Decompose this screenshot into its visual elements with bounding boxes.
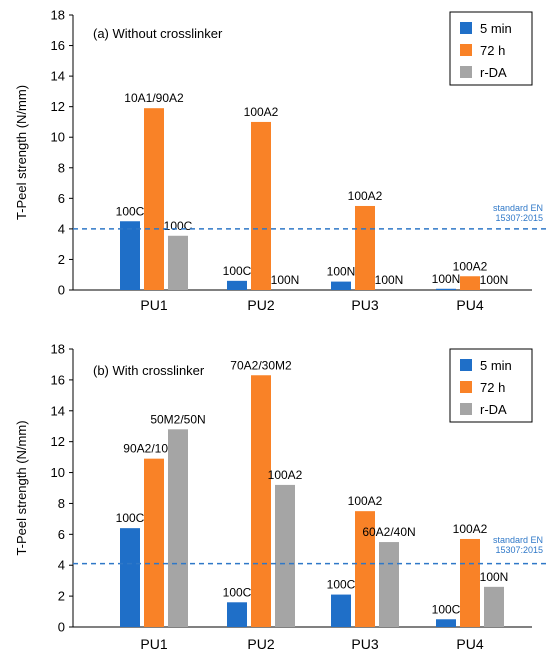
data-label: 100N bbox=[480, 273, 509, 287]
x-tick-label: PU1 bbox=[140, 297, 167, 313]
x-tick-label: PU3 bbox=[351, 297, 378, 313]
bar-72-h-pu4 bbox=[460, 538, 480, 627]
standard-label: 15307:2015 bbox=[495, 545, 543, 555]
legend-label: 5 min bbox=[480, 358, 512, 373]
bar-r-da-pu1 bbox=[168, 235, 188, 290]
bar-5-min-pu1 bbox=[120, 528, 140, 627]
legend-label: r-DA bbox=[480, 402, 507, 417]
data-label: 100A2 bbox=[348, 494, 383, 508]
legend-label: 5 min bbox=[480, 21, 512, 36]
y-tick-label: 6 bbox=[58, 527, 65, 542]
standard-label: standard EN bbox=[493, 535, 543, 545]
legend: 5 min 72 h r-DA bbox=[449, 11, 533, 86]
y-tick-label: 8 bbox=[58, 496, 65, 511]
bar-5-min-pu2 bbox=[227, 280, 247, 290]
panel-title: (b) With crosslinker bbox=[93, 363, 205, 378]
x-tick-label: PU2 bbox=[247, 636, 274, 652]
bar-5-min-pu4 bbox=[436, 288, 456, 290]
data-label: 100C bbox=[116, 204, 145, 218]
y-tick-label: 16 bbox=[51, 38, 65, 53]
legend-swatch bbox=[460, 359, 472, 371]
y-tick-label: 4 bbox=[58, 221, 65, 236]
y-tick-label: 18 bbox=[51, 8, 65, 23]
data-label: 100A2 bbox=[348, 189, 383, 203]
y-tick-label: 12 bbox=[51, 99, 65, 114]
bar-72-h-pu2 bbox=[251, 375, 271, 627]
x-tick-label: PU2 bbox=[247, 297, 274, 313]
data-label: 100A2 bbox=[453, 259, 488, 273]
chart-panel-a: 0 2 4 6 8 10 12 14 16 18 T-Peel strength (N/mm) (a)… bbox=[14, 8, 548, 313]
y-tick-label: 10 bbox=[51, 465, 65, 480]
y-tick-label: 14 bbox=[51, 403, 65, 418]
data-label: 100A2 bbox=[453, 522, 488, 536]
data-label: 100N bbox=[327, 265, 356, 279]
data-label: 100N bbox=[271, 273, 300, 287]
data-label: 60A2/40N bbox=[362, 525, 415, 539]
y-tick-label: 2 bbox=[58, 252, 65, 267]
legend-swatch bbox=[460, 403, 472, 415]
bar-72-h-pu3 bbox=[355, 511, 375, 627]
data-label: 100C bbox=[432, 602, 461, 616]
data-label: 100C bbox=[223, 585, 252, 599]
bar-5-min-pu1 bbox=[120, 221, 140, 290]
bar-5-min-pu3 bbox=[331, 281, 351, 290]
y-tick-label: 16 bbox=[51, 372, 65, 387]
legend-swatch bbox=[460, 381, 472, 393]
y-axis-title: T-Peel strength (N/mm) bbox=[14, 85, 29, 220]
data-label: 100N bbox=[432, 272, 461, 286]
legend: 5 min 72 h r-DA bbox=[449, 348, 533, 423]
bar-r-da-pu3 bbox=[379, 542, 399, 627]
bar-5-min-pu2 bbox=[227, 602, 247, 627]
legend-label: r-DA bbox=[480, 65, 507, 80]
x-tick-label: PU4 bbox=[456, 636, 483, 652]
x-tick-label: PU4 bbox=[456, 297, 483, 313]
panel-title: (a) Without crosslinker bbox=[93, 26, 223, 41]
y-tick-label: 10 bbox=[51, 130, 65, 145]
legend-label: 72 h bbox=[480, 43, 505, 58]
y-tick-label: 6 bbox=[58, 191, 65, 206]
bar-r-da-pu4 bbox=[484, 586, 504, 627]
data-label: 100N bbox=[480, 570, 509, 584]
y-tick-label: 8 bbox=[58, 160, 65, 175]
y-tick-label: 14 bbox=[51, 69, 65, 84]
legend-swatch bbox=[460, 22, 472, 34]
y-tick-label: 4 bbox=[58, 558, 65, 573]
legend-swatch bbox=[460, 66, 472, 78]
legend-swatch bbox=[460, 44, 472, 56]
standard-label: standard EN bbox=[493, 203, 543, 213]
bar-72-h-pu3 bbox=[355, 205, 375, 290]
y-tick-label: 18 bbox=[51, 342, 65, 357]
data-label: 100A2 bbox=[268, 468, 303, 482]
x-tick-label: PU3 bbox=[351, 636, 378, 652]
bar-5-min-pu4 bbox=[436, 619, 456, 627]
data-label: 50M2/50N bbox=[150, 412, 205, 426]
y-axis-title: T-Peel strength (N/mm) bbox=[14, 420, 29, 555]
y-tick-label: 0 bbox=[58, 620, 65, 635]
bar-72-h-pu1 bbox=[144, 108, 164, 290]
bar-72-h-pu1 bbox=[144, 458, 164, 627]
bar-72-h-pu2 bbox=[251, 121, 271, 290]
data-label: 100A2 bbox=[244, 105, 279, 119]
data-label: 100C bbox=[116, 511, 145, 525]
chart-panel-b: 0 2 4 6 8 10 12 14 16 18 T-Peel strength (N/mm) (b)… bbox=[14, 342, 548, 652]
y-tick-label: 2 bbox=[58, 589, 65, 604]
y-tick-label: 12 bbox=[51, 434, 65, 449]
x-tick-label: PU1 bbox=[140, 636, 167, 652]
y-tick-label: 0 bbox=[58, 283, 65, 298]
data-label: 100C bbox=[327, 578, 356, 592]
data-label: 100N bbox=[375, 273, 404, 287]
data-label: 10A1/90A2 bbox=[124, 91, 184, 105]
bar-5-min-pu3 bbox=[331, 594, 351, 627]
data-label: 100C bbox=[223, 264, 252, 278]
legend-label: 72 h bbox=[480, 380, 505, 395]
bar-r-da-pu2 bbox=[275, 484, 295, 627]
bar-r-da-pu1 bbox=[168, 429, 188, 627]
bar-72-h-pu4 bbox=[460, 276, 480, 290]
data-label: 70A2/30M2 bbox=[230, 358, 292, 372]
data-label: 100C bbox=[164, 219, 193, 233]
standard-label: 15307:2015 bbox=[495, 213, 543, 223]
